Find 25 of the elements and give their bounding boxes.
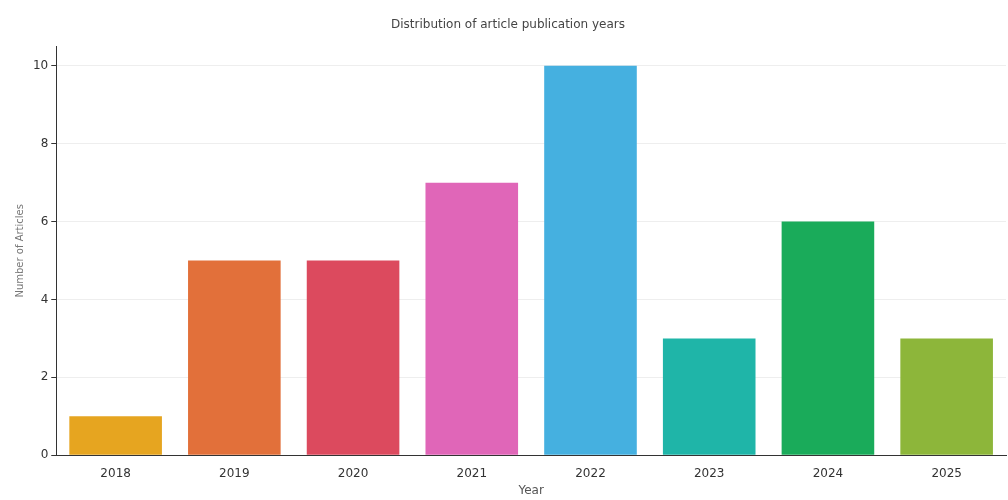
bar: [425, 182, 519, 455]
bar: [306, 260, 400, 455]
x-tick-label: 2024: [812, 465, 844, 480]
x-axis-title: Year: [517, 482, 544, 497]
y-tick-label: 2: [40, 369, 49, 384]
y-axis-title: Number of Articles: [13, 204, 25, 298]
y-tick-label: 8: [40, 135, 49, 150]
x-tick-label: 2019: [219, 465, 250, 480]
bar: [69, 416, 162, 455]
x-tick-label: 2020: [337, 465, 369, 480]
x-tick-label: 2018: [100, 465, 131, 480]
x-tick-label: 2022: [575, 465, 606, 480]
y-tick-label: 0: [40, 447, 49, 462]
bar: [544, 65, 637, 455]
y-tick-label: 4: [40, 291, 49, 306]
x-tick-label: 2023: [693, 465, 725, 480]
bar: [900, 338, 993, 455]
bar: [662, 338, 756, 455]
chart-title: Distribution of article publication years: [391, 17, 625, 32]
bar: [188, 260, 281, 455]
x-tick-label: 2025: [931, 465, 962, 480]
bar: [781, 221, 875, 455]
y-tick-label: 10: [32, 57, 49, 72]
y-tick-label: 6: [40, 213, 49, 228]
x-tick-label: 2021: [456, 465, 488, 480]
